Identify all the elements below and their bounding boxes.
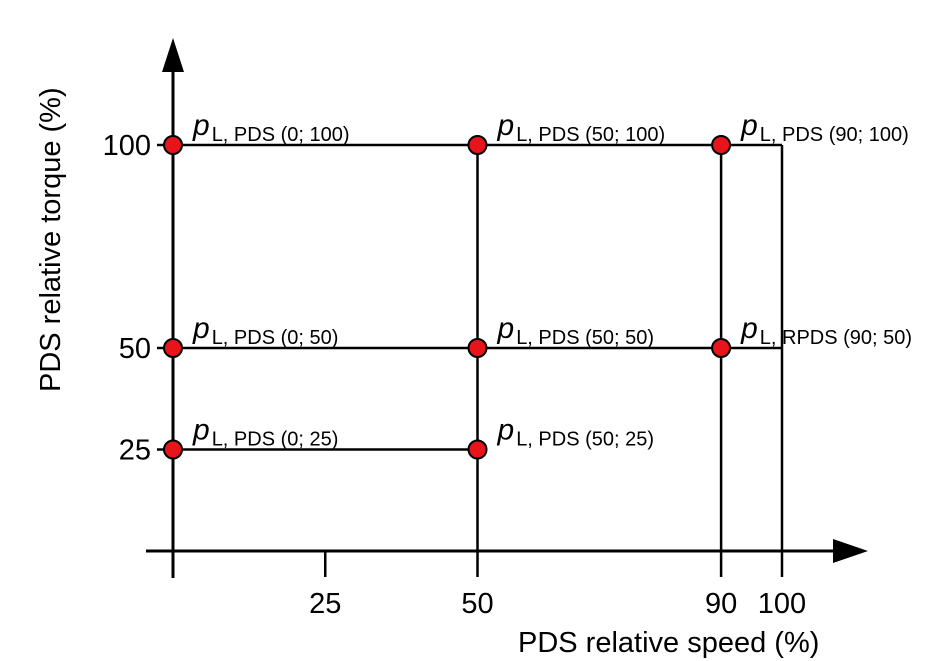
y-axis-label: PDS relative torque (%) [35, 87, 67, 392]
point-label-0-100: p L, PDS (0; 100) [192, 109, 350, 146]
data-point-0-50 [163, 338, 183, 358]
data-point-90-50 [711, 338, 732, 358]
point-label-90-100: p L, PDS (90; 100) [740, 109, 909, 146]
x-tick-label-25: 25 [309, 588, 341, 620]
ticks: 25 50 100 25 50 90 100 [103, 130, 807, 620]
data-point-50-100 [467, 135, 488, 155]
x-tick-label-100: 100 [758, 588, 806, 620]
point-label-50-50: p L, PDS (50; 50) [497, 312, 655, 349]
y-tick-label-50: 50 [119, 333, 151, 365]
data-points [163, 135, 732, 460]
x-tick-label-50: 50 [461, 588, 493, 620]
x-axis-arrowhead [833, 539, 868, 563]
data-point-50-25 [467, 439, 488, 460]
point-label-90-50: p L, RPDS (90; 50) [740, 312, 912, 349]
y-axis-arrowhead [162, 38, 184, 72]
x-axis-label: PDS relative speed (%) [518, 627, 819, 659]
x-tick-label-90: 90 [705, 588, 737, 620]
y-tick-label-25: 25 [119, 435, 151, 467]
point-label-0-50: p L, PDS (0; 50) [192, 312, 338, 349]
data-point-50-50 [467, 338, 488, 358]
data-point-0-100 [163, 135, 183, 155]
data-point-90-100 [711, 135, 732, 155]
point-label-50-25: p L, PDS (50; 25) [497, 414, 655, 451]
point-labels: p L, PDS (0; 100) p L, PDS (50; 100) p L, PDS… [192, 109, 912, 451]
y-tick-label-100: 100 [103, 130, 151, 162]
data-point-0-25 [163, 439, 183, 460]
point-label-0-25: p L, PDS (0; 25) [192, 414, 338, 451]
point-label-50-100: p L, PDS (50; 100) [497, 109, 666, 146]
